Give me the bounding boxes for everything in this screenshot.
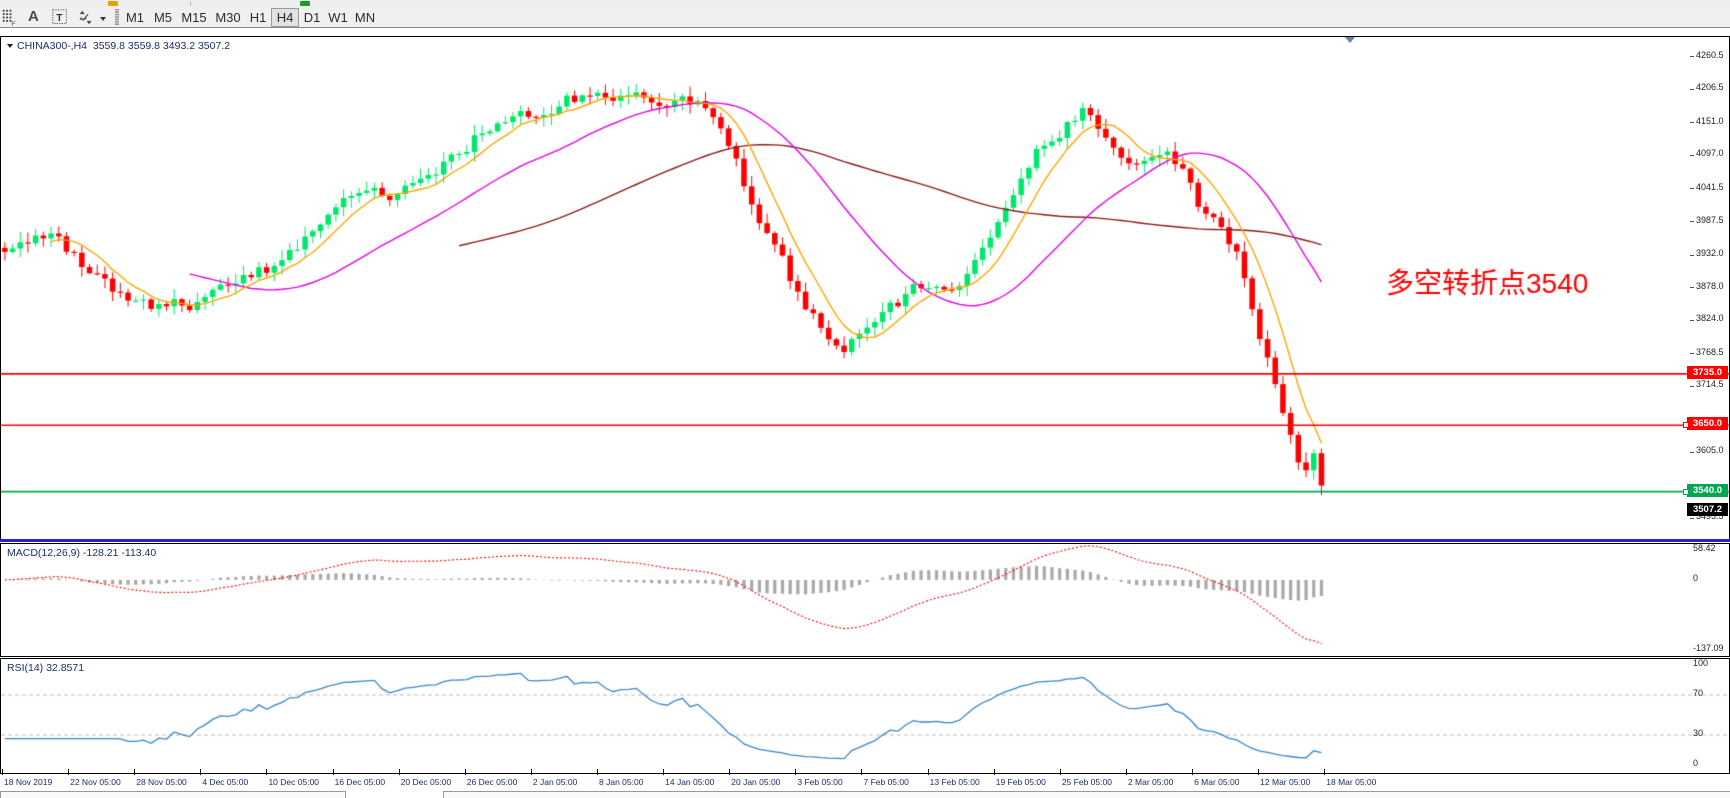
svg-text:F: F xyxy=(11,21,15,26)
svg-text:T: T xyxy=(56,13,63,24)
